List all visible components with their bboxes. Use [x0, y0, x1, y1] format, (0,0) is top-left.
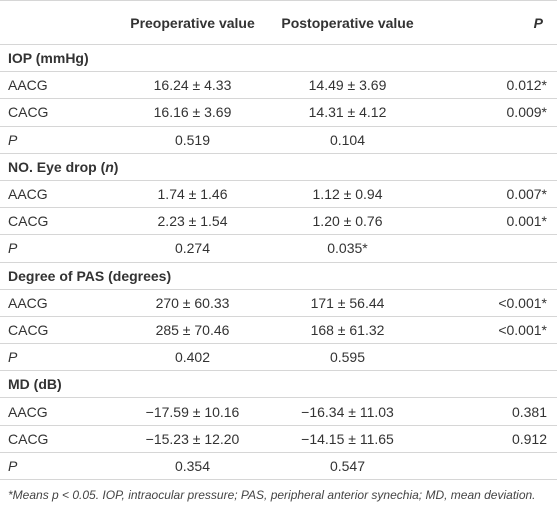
title-part: IOP (mmHg)	[8, 50, 89, 67]
cell: 0.104	[329, 131, 366, 148]
cell: 0.001*	[506, 213, 547, 230]
section-row: IOP (mmHg)	[0, 45, 557, 73]
data-row: AACG 1.74 ± 1.46 1.12 ± 0.94 0.007*	[0, 181, 557, 209]
row-label: P	[8, 131, 18, 148]
cell: 0.274	[174, 240, 211, 257]
cell: 0.009*	[506, 104, 547, 121]
data-row: CACG 285 ± 70.46 168 ± 61.32 <0.001*	[0, 317, 557, 345]
section-title: NO. Eye drop (n)	[0, 159, 120, 175]
header-row: Preoperative value Postoperative value P	[0, 0, 557, 45]
data-row: P 0.402 0.595	[0, 344, 557, 372]
cell: −15.23 ± 12.20	[145, 430, 240, 447]
cell: 168 ± 61.32	[310, 321, 385, 338]
section-title: IOP (mmHg)	[0, 50, 120, 66]
table: Preoperative value Postoperative value P…	[0, 0, 557, 480]
cell: 14.31 ± 4.12	[308, 104, 387, 121]
data-row: P 0.519 0.104	[0, 127, 557, 154]
column-header: P	[533, 14, 543, 31]
footnote: *Means p < 0.05. IOP, intraocular pressu…	[8, 488, 536, 502]
column-header: Postoperative value	[281, 14, 414, 31]
row-label: CACG	[8, 213, 49, 230]
cell: 0.595	[329, 349, 366, 366]
data-row: P 0.274 0.035*	[0, 235, 557, 263]
cell: 0.402	[174, 349, 211, 366]
cell: −17.59 ± 10.16	[145, 403, 240, 420]
cell: 270 ± 60.33	[155, 294, 230, 311]
title-part: )	[113, 158, 119, 175]
title-part: Degree of PAS (degrees)	[8, 267, 172, 284]
row-label: AACG	[8, 403, 48, 420]
section-title: Degree of PAS (degrees)	[0, 268, 171, 284]
cell: 0.381	[511, 403, 547, 420]
section-title: MD (dB)	[0, 376, 120, 392]
row-label: P	[8, 349, 18, 366]
column-header: Preoperative value	[130, 14, 255, 31]
cell: 1.74 ± 1.46	[157, 186, 228, 203]
cell: <0.001*	[498, 294, 547, 311]
row-label: CACG	[8, 430, 49, 447]
row-label: CACG	[8, 321, 49, 338]
cell: 1.12 ± 0.94	[312, 186, 383, 203]
cell: 0.035*	[327, 240, 368, 257]
section-row: Degree of PAS (degrees)	[0, 263, 557, 290]
cell: 0.007*	[506, 186, 547, 203]
data-row: P 0.354 0.547	[0, 453, 557, 480]
data-row: AACG 270 ± 60.33 171 ± 56.44 <0.001*	[0, 290, 557, 317]
cell: −14.15 ± 11.65	[301, 430, 394, 447]
cell: 16.16 ± 3.69	[153, 104, 232, 121]
cell: 2.23 ± 1.54	[157, 213, 228, 230]
data-row: CACG 2.23 ± 1.54 1.20 ± 0.76 0.001*	[0, 208, 557, 236]
cell: 171 ± 56.44	[310, 294, 385, 311]
data-row: AACG −17.59 ± 10.16 −16.34 ± 11.03 0.381	[0, 398, 557, 426]
row-label: P	[8, 457, 18, 474]
row-label: AACG	[8, 294, 48, 311]
section-row: MD (dB)	[0, 371, 557, 399]
cell: 0.012*	[506, 77, 547, 94]
title-part: MD (dB)	[8, 376, 62, 393]
row-label: AACG	[8, 186, 48, 203]
cell: <0.001*	[498, 321, 547, 338]
cell: 0.547	[329, 457, 366, 474]
cell: 0.912	[511, 430, 547, 447]
cell: −16.34 ± 11.03	[301, 403, 394, 420]
cell: 0.354	[174, 457, 211, 474]
cell: 285 ± 70.46	[155, 321, 230, 338]
cell: 1.20 ± 0.76	[312, 213, 383, 230]
cell: 14.49 ± 3.69	[308, 77, 387, 94]
row-label: P	[8, 240, 18, 257]
title-part: NO. Eye drop (	[8, 158, 106, 175]
row-label: AACG	[8, 77, 48, 94]
data-row: CACG −15.23 ± 12.20 −14.15 ± 11.65 0.912	[0, 426, 557, 453]
data-row: CACG 16.16 ± 3.69 14.31 ± 4.12 0.009*	[0, 99, 557, 127]
row-label: CACG	[8, 104, 49, 121]
section-row: NO. Eye drop (n)	[0, 154, 557, 181]
data-row: AACG 16.24 ± 4.33 14.49 ± 3.69 0.012*	[0, 72, 557, 100]
cell: 16.24 ± 4.33	[153, 77, 232, 94]
cell: 0.519	[174, 131, 211, 148]
title-part: n	[105, 158, 114, 175]
